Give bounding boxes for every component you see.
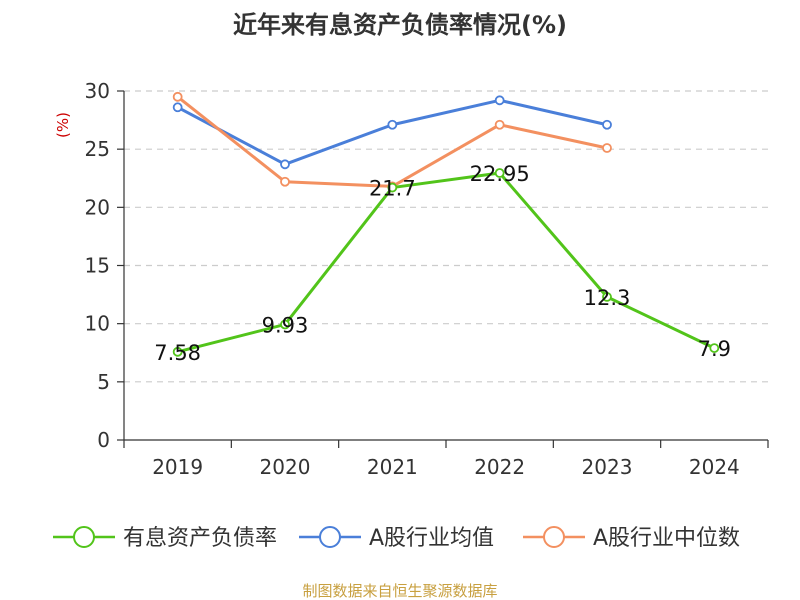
legend-item: A股行业中位数 bbox=[523, 526, 740, 551]
data-point bbox=[387, 119, 398, 130]
data-point bbox=[172, 91, 183, 102]
data-label: 12.3 bbox=[584, 286, 631, 310]
data-point bbox=[494, 168, 505, 178]
legend-item: A股行业均值 bbox=[299, 526, 494, 551]
data-label: 22.95 bbox=[470, 162, 530, 186]
x-tick-label: 2023 bbox=[582, 455, 633, 479]
legend-label: A股行业均值 bbox=[369, 526, 494, 551]
axes: 0 5 10 15 20 25 30 2019 2020 2021 2022 2023 2024 bbox=[85, 79, 769, 479]
y-tick-label: 15 bbox=[85, 254, 110, 278]
series-lines bbox=[172, 91, 720, 357]
series-line bbox=[176, 98, 608, 166]
legend-marker bbox=[73, 526, 95, 548]
x-tick-label: 2021 bbox=[367, 455, 418, 479]
legend-label: 有息资产负债率 bbox=[123, 526, 277, 551]
legend-item: 有息资产负债率 bbox=[53, 526, 277, 551]
legend-label: A股行业中位数 bbox=[593, 526, 740, 551]
data-point bbox=[602, 119, 612, 130]
data-labels: 7.58 9.93 21.7 22.95 12.3 7.9 bbox=[154, 162, 731, 365]
y-tick-label: 5 bbox=[97, 370, 110, 394]
legend: 有息资产负债率 A股行业均值 A股行业中位数 bbox=[53, 526, 740, 551]
data-point bbox=[494, 95, 505, 106]
data-label: 9.93 bbox=[262, 313, 309, 337]
legend-marker bbox=[543, 526, 565, 548]
data-point bbox=[280, 159, 290, 170]
grid-lines bbox=[124, 90, 768, 383]
data-point bbox=[709, 343, 720, 353]
y-axis-label: (%) bbox=[54, 112, 72, 138]
series-line bbox=[177, 171, 715, 354]
legend-marker bbox=[319, 526, 341, 548]
y-tick-label: 25 bbox=[85, 137, 110, 161]
data-point bbox=[387, 182, 398, 193]
x-tick-label: 2022 bbox=[474, 455, 525, 479]
x-tick-label: 2019 bbox=[152, 455, 203, 479]
y-tick-label: 0 bbox=[97, 428, 110, 452]
data-label: 7.9 bbox=[698, 337, 731, 361]
data-label: 7.58 bbox=[154, 341, 201, 365]
x-tick-label: 2020 bbox=[260, 455, 311, 479]
data-point bbox=[602, 143, 612, 153]
data-point bbox=[494, 119, 505, 130]
data-point bbox=[280, 319, 290, 330]
data-point bbox=[172, 346, 183, 357]
data-point bbox=[172, 102, 183, 113]
source-note: 制图数据来自恒生聚源数据库 bbox=[302, 582, 497, 600]
y-tick-label: 10 bbox=[85, 312, 110, 336]
y-tick-label: 20 bbox=[85, 195, 110, 219]
chart-title: 近年来有息资产负债率情况(%) bbox=[233, 11, 567, 39]
y-tick-label: 30 bbox=[85, 79, 110, 103]
data-point bbox=[280, 176, 290, 187]
data-label: 21.7 bbox=[369, 177, 416, 201]
x-tick-label: 2024 bbox=[689, 455, 740, 479]
data-point bbox=[602, 292, 612, 302]
